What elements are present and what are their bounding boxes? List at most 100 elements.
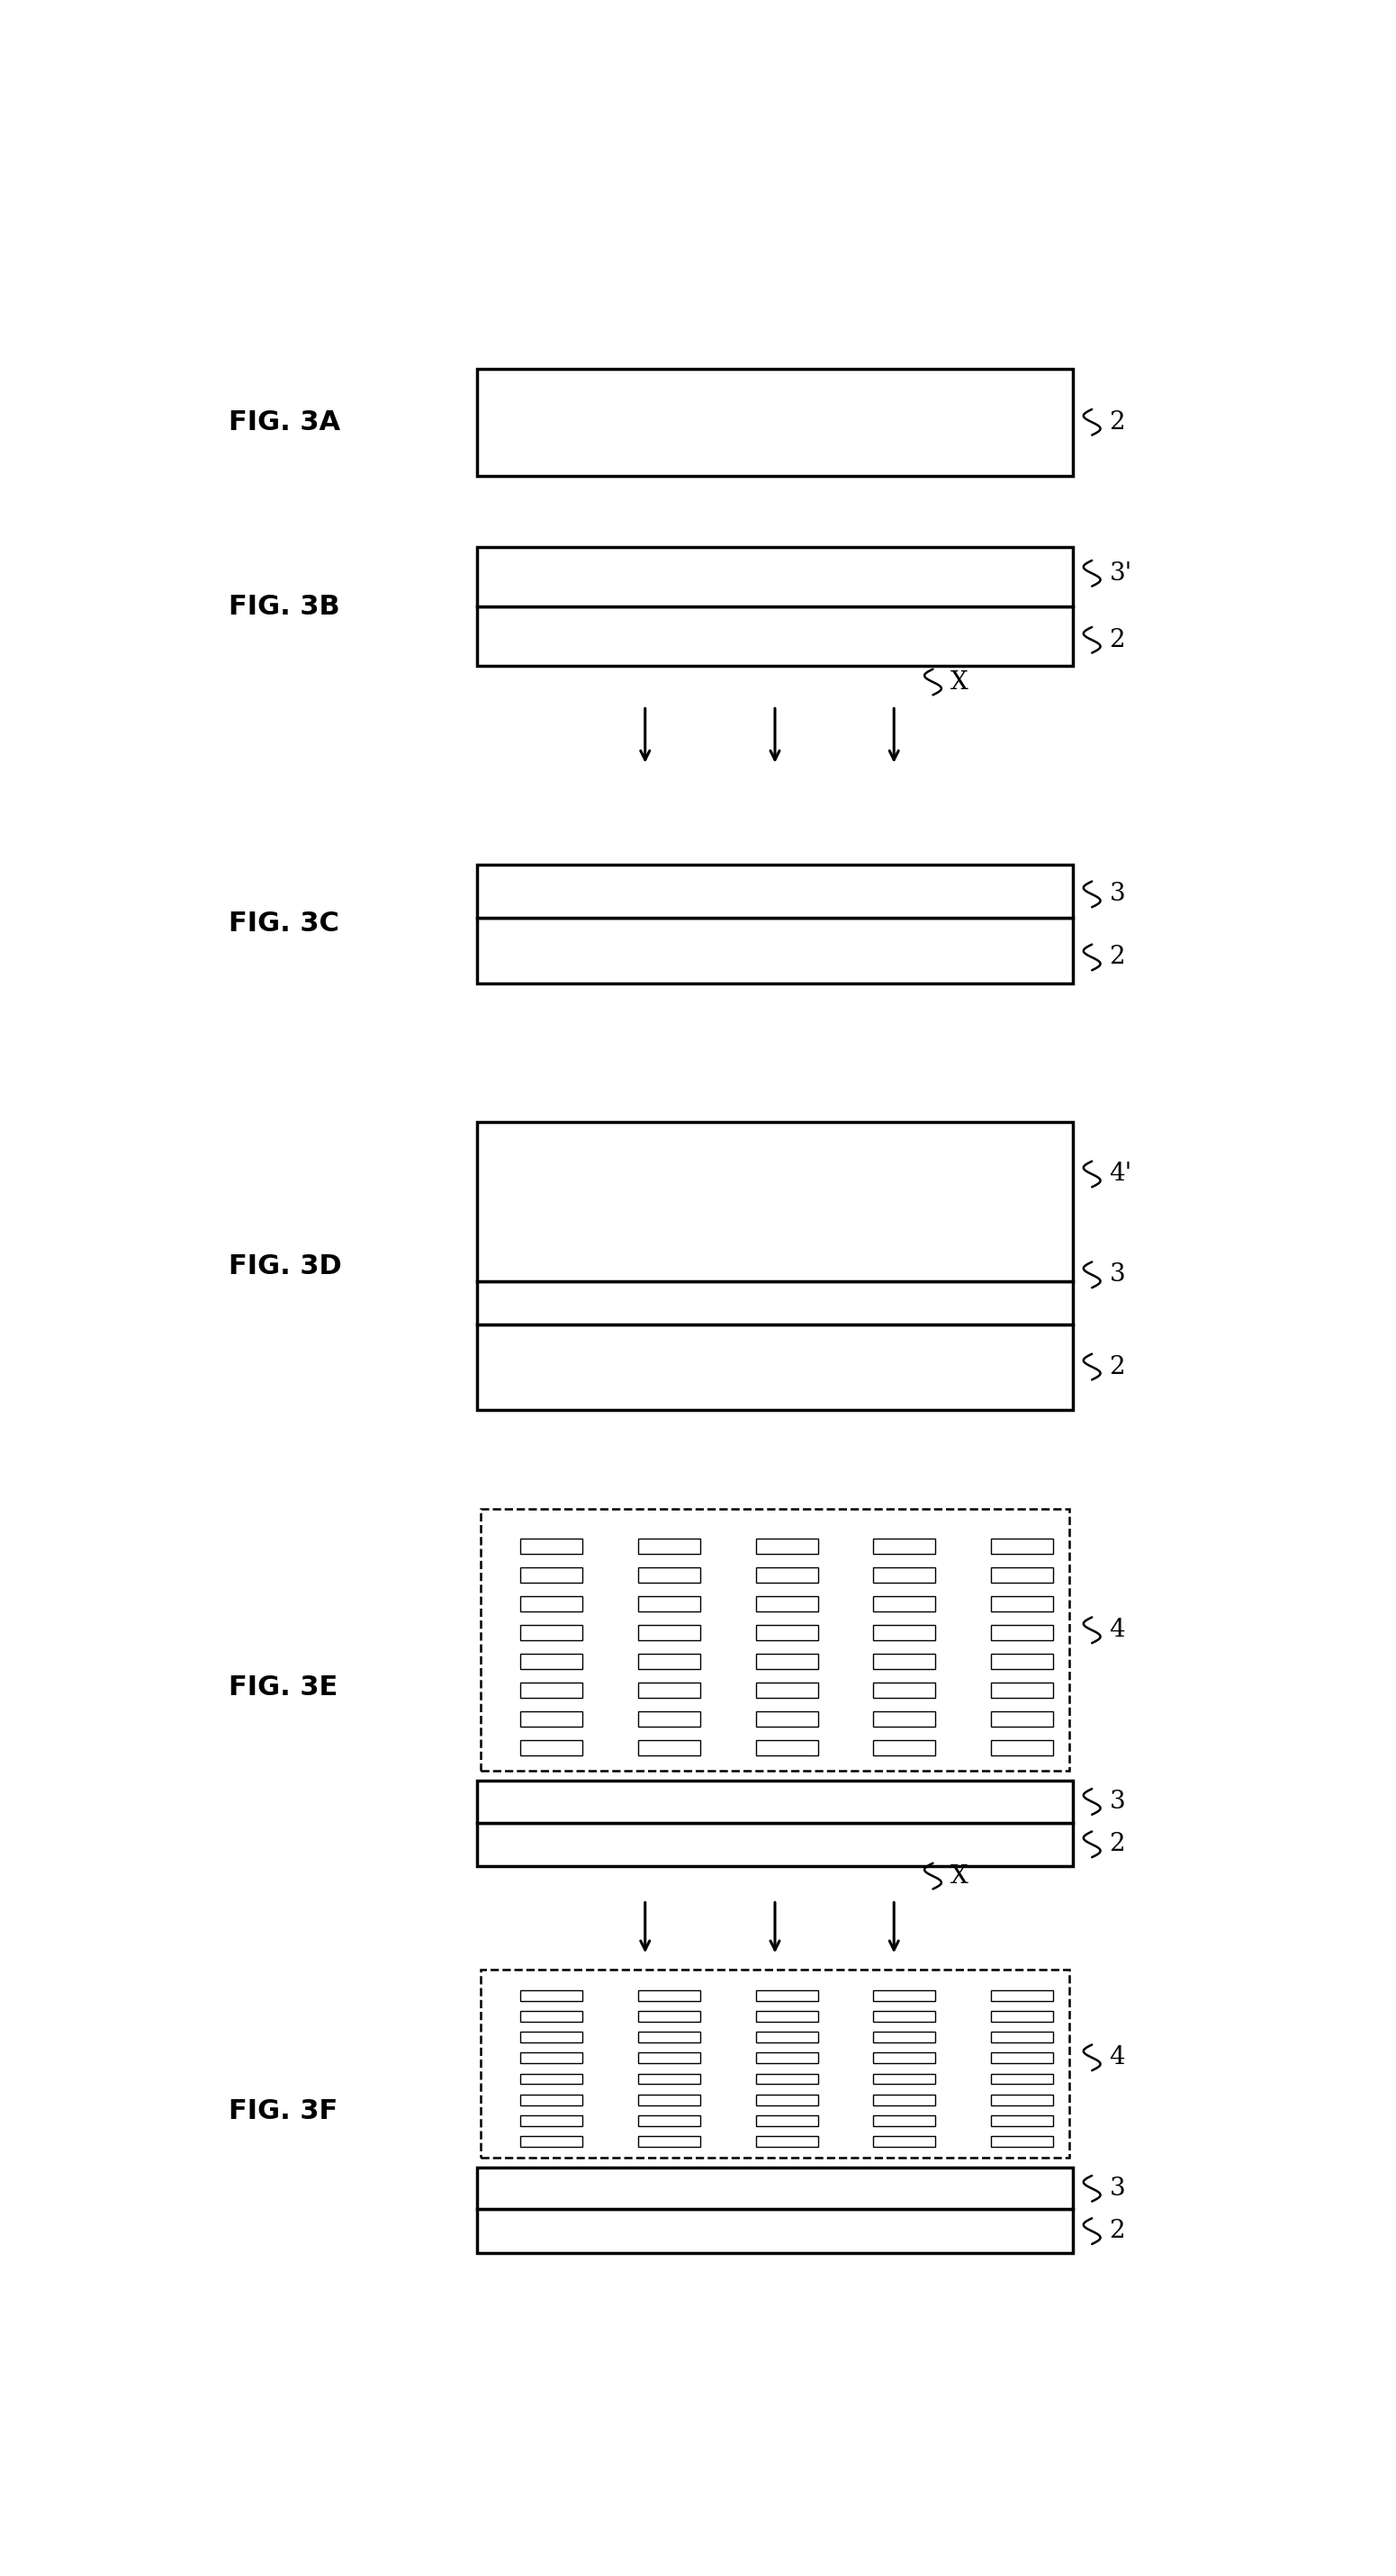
- Bar: [638, 1538, 699, 1553]
- Text: 2: 2: [1110, 945, 1125, 969]
- Bar: [477, 917, 1072, 984]
- Bar: [477, 2166, 1072, 2210]
- Text: 2: 2: [1110, 2218, 1125, 2244]
- Bar: [991, 2094, 1053, 2105]
- Text: 3': 3': [1110, 562, 1132, 585]
- Bar: [874, 1654, 935, 1669]
- Bar: [521, 2053, 582, 2063]
- Text: FIG. 3F: FIG. 3F: [229, 2097, 338, 2125]
- Text: 4': 4': [1110, 1162, 1132, 1188]
- Text: 2: 2: [1110, 1355, 1125, 1378]
- Bar: [874, 1625, 935, 1641]
- Bar: [755, 2136, 818, 2146]
- Bar: [521, 1741, 582, 1754]
- Bar: [638, 2053, 699, 2063]
- Bar: [638, 2032, 699, 2043]
- Bar: [521, 1538, 582, 1553]
- Bar: [874, 2012, 935, 2022]
- Text: X: X: [951, 670, 967, 693]
- Bar: [521, 2012, 582, 2022]
- Bar: [991, 2115, 1053, 2125]
- Bar: [521, 1682, 582, 1698]
- Bar: [521, 1654, 582, 1669]
- Bar: [638, 2012, 699, 2022]
- Text: 4: 4: [1110, 1618, 1125, 1643]
- Bar: [477, 546, 1072, 608]
- Bar: [755, 1741, 818, 1754]
- Bar: [480, 1510, 1069, 1770]
- Bar: [477, 368, 1072, 477]
- Bar: [638, 1597, 699, 1610]
- Bar: [874, 2094, 935, 2105]
- Bar: [477, 1123, 1072, 1280]
- Bar: [477, 2210, 1072, 2254]
- Bar: [874, 1682, 935, 1698]
- Text: 2: 2: [1110, 629, 1125, 652]
- Bar: [991, 1741, 1053, 1754]
- Bar: [521, 1710, 582, 1726]
- Bar: [991, 2012, 1053, 2022]
- Text: 3: 3: [1110, 1790, 1125, 1814]
- Bar: [755, 1654, 818, 1669]
- Bar: [521, 1566, 582, 1582]
- Bar: [477, 866, 1072, 917]
- Bar: [991, 1682, 1053, 1698]
- Bar: [755, 2032, 818, 2043]
- Bar: [521, 2136, 582, 2146]
- Bar: [991, 2032, 1053, 2043]
- Bar: [521, 2115, 582, 2125]
- Text: FIG. 3C: FIG. 3C: [229, 912, 339, 938]
- Text: FIG. 3B: FIG. 3B: [229, 592, 339, 621]
- Bar: [755, 2115, 818, 2125]
- Bar: [991, 1625, 1053, 1641]
- Bar: [521, 2074, 582, 2084]
- Bar: [638, 1566, 699, 1582]
- Bar: [874, 2053, 935, 2063]
- Text: X: X: [951, 1865, 967, 1888]
- Bar: [991, 1597, 1053, 1610]
- Bar: [991, 2074, 1053, 2084]
- Bar: [874, 2074, 935, 2084]
- Bar: [991, 1654, 1053, 1669]
- Bar: [991, 2136, 1053, 2146]
- Bar: [755, 1597, 818, 1610]
- Bar: [638, 2115, 699, 2125]
- Bar: [477, 1824, 1072, 1865]
- Bar: [874, 1566, 935, 1582]
- Bar: [874, 2136, 935, 2146]
- Bar: [521, 2094, 582, 2105]
- Bar: [638, 1654, 699, 1669]
- Bar: [991, 1991, 1053, 2002]
- Text: 3: 3: [1110, 1262, 1125, 1288]
- Bar: [477, 608, 1072, 667]
- Bar: [755, 2012, 818, 2022]
- Bar: [521, 1597, 582, 1610]
- Bar: [638, 2094, 699, 2105]
- Bar: [755, 2094, 818, 2105]
- Bar: [991, 1710, 1053, 1726]
- Bar: [874, 1710, 935, 1726]
- Bar: [755, 2053, 818, 2063]
- Text: 2: 2: [1110, 1832, 1125, 1857]
- Bar: [477, 1280, 1072, 1324]
- Bar: [755, 1710, 818, 1726]
- Bar: [638, 1710, 699, 1726]
- Text: 4: 4: [1110, 2045, 1125, 2069]
- Text: 2: 2: [1110, 410, 1125, 435]
- Bar: [755, 1566, 818, 1582]
- Bar: [638, 1991, 699, 2002]
- Bar: [755, 1625, 818, 1641]
- Text: FIG. 3A: FIG. 3A: [229, 410, 341, 435]
- Text: FIG. 3D: FIG. 3D: [229, 1252, 342, 1280]
- Bar: [991, 2053, 1053, 2063]
- Bar: [638, 2074, 699, 2084]
- Bar: [755, 1991, 818, 2002]
- Bar: [638, 2136, 699, 2146]
- Text: FIG. 3E: FIG. 3E: [229, 1674, 338, 1700]
- Bar: [755, 2074, 818, 2084]
- Bar: [638, 1682, 699, 1698]
- Bar: [874, 1538, 935, 1553]
- Bar: [477, 1324, 1072, 1409]
- Bar: [638, 1625, 699, 1641]
- Text: 3: 3: [1110, 2177, 1125, 2200]
